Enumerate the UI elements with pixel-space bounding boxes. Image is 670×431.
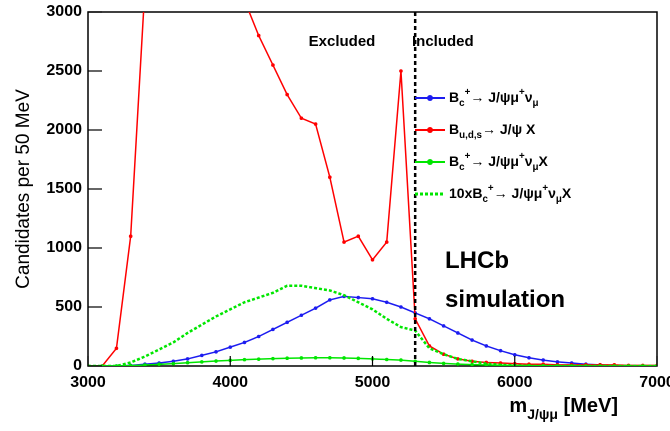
- y-tick-label: 2000: [46, 121, 82, 138]
- data-point: [470, 362, 474, 366]
- data-point: [399, 305, 403, 309]
- x-tick-label: 4000: [212, 374, 248, 391]
- data-point: [256, 334, 261, 339]
- data-point: [171, 361, 176, 366]
- data-point: [256, 33, 261, 38]
- y-tick-label: 1000: [46, 239, 82, 256]
- data-point: [328, 355, 332, 360]
- data-point: [214, 359, 218, 363]
- data-point: [285, 356, 289, 361]
- y-tick-label: 0: [73, 357, 82, 374]
- legend-label: Bc+→ J/ψμ+νμ: [449, 87, 539, 109]
- legend-marker: [427, 95, 433, 101]
- plot-frame: [87, 11, 658, 367]
- data-point: [356, 295, 361, 300]
- data-point: [555, 364, 560, 366]
- x-tick-label: 3000: [70, 374, 106, 391]
- data-point: [313, 306, 318, 310]
- data-point: [200, 360, 204, 364]
- data-point: [243, 0, 247, 2]
- data-point: [356, 234, 361, 238]
- legend-marker: [427, 127, 433, 133]
- x-axis-label: mJ/ψμ [MeV]: [509, 395, 618, 421]
- data-point: [313, 122, 318, 126]
- legend-marker: [427, 159, 433, 165]
- data-point: [285, 92, 289, 97]
- data-point: [271, 327, 275, 332]
- series-line: [88, 284, 657, 366]
- data-point: [143, 363, 147, 366]
- data-point: [441, 361, 446, 366]
- data-point: [157, 362, 161, 366]
- data-point: [242, 340, 247, 345]
- data-point: [342, 240, 346, 244]
- data-point: [512, 352, 517, 357]
- annotation: LHCb: [445, 247, 509, 274]
- data-point: [128, 234, 133, 238]
- data-point: [427, 317, 432, 321]
- y-axis-label: Candidates per 50 MeV: [13, 89, 34, 289]
- data-point: [555, 360, 560, 364]
- legend-label: Bu,d,s→ J/ψ X: [449, 121, 536, 141]
- data-point: [128, 363, 133, 366]
- data-point: [384, 357, 389, 362]
- annotation: Included: [412, 33, 474, 50]
- data-point: [427, 360, 432, 365]
- legend-label: Bc+→ J/ψμ+νμX: [449, 151, 549, 173]
- data-point: [185, 360, 190, 365]
- data-point: [242, 357, 247, 362]
- data-point: [271, 63, 275, 67]
- data-point: [470, 338, 474, 342]
- data-point: [498, 348, 503, 353]
- data-point: [484, 344, 489, 348]
- data-point: [299, 313, 304, 318]
- data-point: [370, 258, 375, 262]
- legend-label: 10xBc+→ J/ψμ+νμX: [449, 183, 572, 205]
- data-point: [456, 362, 460, 366]
- data-point: [342, 356, 346, 360]
- data-point: [527, 355, 531, 360]
- series-line: [88, 12, 657, 366]
- data-point: [271, 356, 275, 361]
- data-point: [228, 345, 233, 349]
- data-point: [413, 317, 417, 321]
- data-point: [456, 331, 460, 335]
- data-point: [299, 116, 304, 120]
- data-point: [256, 357, 261, 361]
- data-point: [384, 300, 389, 305]
- data-point: [313, 355, 318, 360]
- data-point: [185, 357, 190, 361]
- x-tick-label: 7000: [639, 374, 670, 391]
- data-point: [214, 350, 218, 354]
- data-point: [399, 69, 403, 73]
- y-tick-label: 2500: [46, 62, 82, 79]
- data-point: [370, 296, 375, 301]
- y-tick-label: 3000: [46, 3, 82, 20]
- data-point: [328, 175, 332, 179]
- data-point: [441, 324, 446, 328]
- annotation: Excluded: [309, 33, 376, 50]
- data-point: [285, 320, 289, 325]
- data-point: [200, 353, 204, 358]
- data-point: [541, 358, 545, 362]
- data-point: [114, 346, 119, 351]
- data-point: [328, 298, 332, 302]
- data-point: [384, 240, 389, 244]
- data-point: [399, 358, 403, 362]
- data-point: [356, 356, 361, 361]
- plot-area: [88, 0, 657, 366]
- data-point: [299, 356, 304, 360]
- y-tick-label: 1500: [46, 180, 82, 197]
- x-tick-label: 6000: [497, 374, 533, 391]
- x-tick-label: 5000: [355, 374, 391, 391]
- annotation: simulation: [445, 286, 565, 313]
- y-tick-label: 500: [55, 298, 82, 315]
- series-line: [88, 295, 657, 366]
